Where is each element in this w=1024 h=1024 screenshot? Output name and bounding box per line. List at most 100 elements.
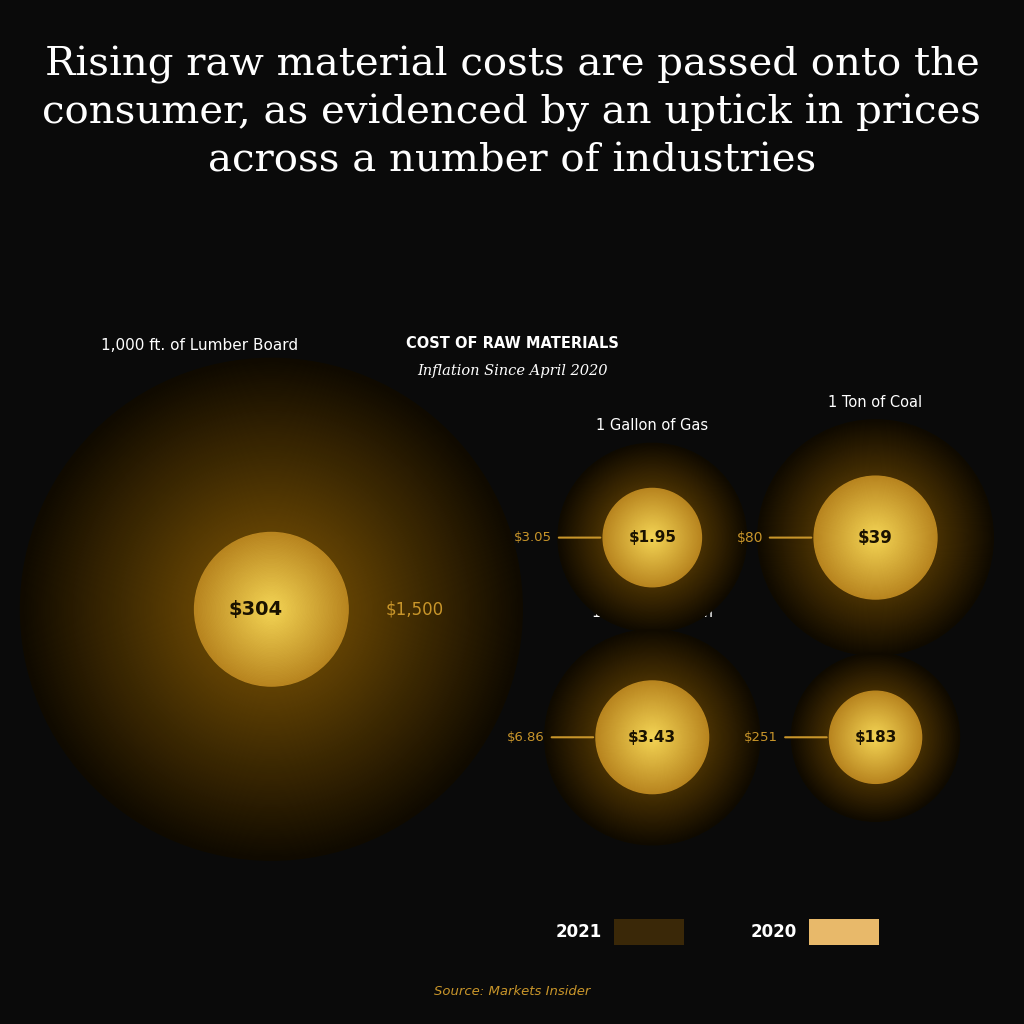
Circle shape (568, 653, 736, 821)
Circle shape (209, 547, 334, 672)
Circle shape (830, 692, 921, 782)
Circle shape (861, 523, 890, 552)
Circle shape (573, 658, 731, 816)
Circle shape (873, 735, 878, 739)
Circle shape (267, 605, 275, 613)
Circle shape (636, 721, 669, 754)
Circle shape (556, 641, 749, 834)
Circle shape (869, 731, 882, 743)
Circle shape (637, 522, 668, 553)
Circle shape (196, 534, 347, 685)
Circle shape (845, 507, 906, 568)
Circle shape (828, 490, 923, 585)
Circle shape (825, 487, 926, 588)
Circle shape (859, 721, 892, 754)
Circle shape (863, 725, 888, 750)
Circle shape (600, 485, 705, 590)
Circle shape (764, 426, 987, 649)
Circle shape (91, 429, 452, 790)
Circle shape (836, 697, 915, 777)
Circle shape (628, 713, 677, 762)
Circle shape (810, 672, 941, 803)
Circle shape (627, 512, 678, 563)
Circle shape (854, 516, 897, 559)
Circle shape (606, 492, 698, 584)
Circle shape (590, 675, 715, 800)
Circle shape (604, 689, 700, 785)
Circle shape (637, 722, 668, 753)
Circle shape (874, 736, 877, 738)
Circle shape (205, 543, 338, 676)
Circle shape (820, 682, 931, 793)
Circle shape (96, 434, 446, 784)
Circle shape (637, 522, 668, 553)
Circle shape (565, 650, 739, 824)
Circle shape (640, 525, 665, 550)
Circle shape (50, 388, 493, 830)
Circle shape (612, 498, 692, 578)
Circle shape (58, 396, 484, 822)
Circle shape (597, 682, 708, 793)
Circle shape (620, 505, 685, 570)
Circle shape (621, 706, 684, 769)
Circle shape (822, 484, 929, 591)
Circle shape (874, 537, 877, 539)
Circle shape (641, 526, 664, 549)
Circle shape (231, 569, 311, 649)
Circle shape (788, 451, 963, 625)
Circle shape (869, 531, 882, 544)
Circle shape (826, 488, 925, 587)
Circle shape (554, 639, 751, 836)
Circle shape (65, 402, 478, 816)
Circle shape (155, 493, 388, 726)
Circle shape (244, 582, 299, 637)
Circle shape (81, 419, 462, 800)
Circle shape (629, 514, 676, 561)
Circle shape (864, 727, 886, 748)
Circle shape (254, 591, 290, 627)
Text: Source: Markets Insider: Source: Markets Insider (434, 985, 590, 997)
Circle shape (635, 720, 670, 755)
Circle shape (767, 429, 984, 646)
Circle shape (622, 507, 683, 568)
Circle shape (624, 709, 681, 766)
Circle shape (583, 668, 722, 807)
Circle shape (837, 698, 914, 776)
Circle shape (871, 733, 880, 741)
Circle shape (805, 467, 946, 608)
Circle shape (56, 394, 486, 824)
Circle shape (862, 724, 889, 751)
Circle shape (618, 703, 686, 771)
Circle shape (646, 531, 658, 544)
Circle shape (605, 490, 699, 585)
Circle shape (615, 501, 689, 574)
Circle shape (630, 515, 675, 560)
Circle shape (610, 496, 694, 580)
Circle shape (261, 599, 282, 620)
Circle shape (819, 481, 932, 594)
Circle shape (640, 525, 665, 550)
Circle shape (842, 504, 909, 571)
Circle shape (620, 705, 685, 770)
Circle shape (642, 727, 663, 748)
Circle shape (106, 444, 436, 774)
FancyBboxPatch shape (614, 919, 684, 945)
Circle shape (814, 476, 937, 599)
Circle shape (608, 494, 696, 582)
Circle shape (836, 498, 915, 578)
Circle shape (203, 541, 340, 678)
Circle shape (634, 719, 671, 756)
Circle shape (648, 733, 656, 741)
Circle shape (850, 712, 901, 763)
Text: 1 Ton of Wheat: 1 Ton of Wheat (821, 628, 930, 643)
Circle shape (829, 492, 922, 584)
Circle shape (37, 375, 506, 844)
Circle shape (823, 685, 928, 790)
Circle shape (638, 723, 667, 752)
Circle shape (823, 485, 928, 590)
Circle shape (605, 490, 699, 585)
Circle shape (234, 572, 308, 646)
Circle shape (867, 529, 884, 546)
Circle shape (650, 735, 654, 739)
Circle shape (618, 703, 686, 771)
